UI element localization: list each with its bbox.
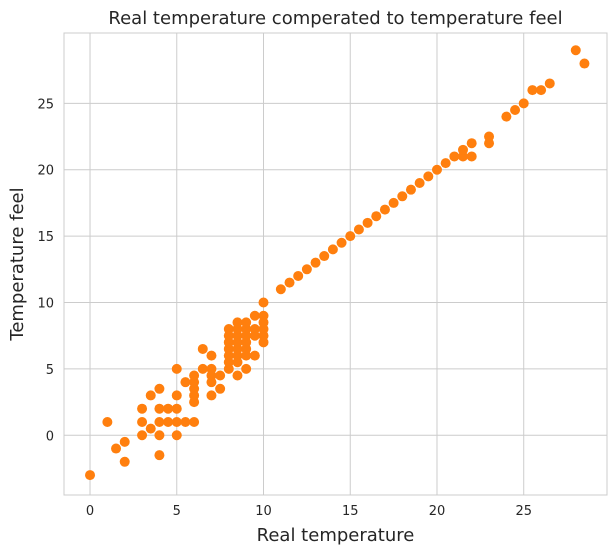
data-point [258, 310, 269, 321]
data-point [501, 111, 512, 122]
x-tick-label: 25 [515, 504, 532, 519]
data-point [301, 264, 312, 275]
data-point [180, 377, 191, 388]
y-tick-label: 15 [37, 230, 54, 245]
data-point [388, 197, 399, 208]
data-point [440, 158, 451, 169]
tick-labels: 0 5 10 15 20 25 0 5 10 15 20 25 [37, 97, 532, 519]
x-tick-label: 0 [86, 504, 94, 519]
y-tick-label: 10 [37, 297, 54, 312]
data-point [397, 191, 408, 202]
data-point [154, 450, 165, 461]
data-point [137, 403, 148, 414]
data-point [215, 370, 226, 381]
data-point [579, 58, 590, 69]
data-point [258, 297, 269, 308]
x-tick-label: 15 [342, 504, 359, 519]
data-point [518, 98, 529, 109]
data-point [189, 370, 200, 381]
data-point [249, 310, 260, 321]
data-point [197, 363, 208, 374]
data-point [405, 184, 416, 195]
data-point [423, 171, 434, 182]
data-point [336, 237, 347, 248]
y-axis-title: Temperature feel [7, 187, 28, 341]
data-point [449, 151, 460, 162]
data-point [171, 403, 182, 414]
data-point [353, 224, 364, 235]
data-point [241, 317, 252, 328]
data-point [215, 383, 226, 394]
data-point [206, 390, 217, 401]
x-tick-label: 20 [429, 504, 446, 519]
data-point [249, 324, 260, 335]
data-point [293, 270, 304, 281]
data-point [241, 363, 252, 374]
y-tick-label: 25 [37, 97, 54, 112]
data-point [163, 403, 174, 414]
data-point [171, 363, 182, 374]
data-point [458, 144, 469, 155]
y-tick-label: 20 [37, 164, 54, 179]
data-point [484, 131, 495, 142]
data-point [249, 350, 260, 361]
data-point [223, 324, 234, 335]
data-point [510, 105, 521, 115]
data-point [154, 430, 165, 441]
data-point [119, 436, 130, 447]
data-point [466, 151, 477, 162]
data-point [171, 416, 182, 427]
data-point [544, 78, 555, 89]
data-point [137, 416, 148, 427]
data-point [145, 390, 156, 401]
data-point [119, 456, 130, 467]
x-axis-title: Real temperature [257, 525, 415, 546]
data-point [345, 231, 356, 242]
data-point [102, 416, 113, 427]
data-point [284, 277, 295, 288]
data-point [197, 343, 208, 354]
data-point [275, 284, 286, 295]
data-point [319, 251, 330, 262]
data-point [371, 211, 382, 222]
x-tick-label: 10 [255, 504, 272, 519]
data-point [431, 164, 442, 175]
data-point [527, 85, 538, 96]
data-points [85, 45, 590, 481]
data-point [414, 178, 425, 189]
data-point [163, 416, 174, 427]
data-point [570, 45, 581, 56]
data-point [206, 350, 217, 361]
data-point [362, 217, 373, 228]
data-point [154, 416, 165, 427]
data-point [232, 317, 243, 328]
data-point [536, 85, 547, 96]
chart-title: Real temperature comperated to temperatu… [108, 8, 562, 29]
data-point [327, 244, 338, 255]
data-point [154, 403, 165, 414]
data-point [154, 383, 165, 394]
data-point [111, 443, 122, 454]
data-point [171, 390, 182, 401]
data-point [180, 416, 191, 427]
data-point [171, 430, 182, 441]
data-point [145, 423, 156, 434]
data-point [85, 470, 96, 481]
x-tick-label: 5 [173, 504, 181, 519]
data-point [466, 138, 477, 149]
data-point [189, 416, 200, 427]
data-point [137, 430, 148, 441]
y-tick-label: 5 [46, 363, 54, 378]
plot-frame [63, 32, 608, 496]
data-point [232, 370, 243, 381]
data-point [379, 204, 390, 215]
y-tick-label: 0 [46, 429, 54, 444]
data-point [310, 257, 321, 268]
data-point [206, 363, 217, 374]
